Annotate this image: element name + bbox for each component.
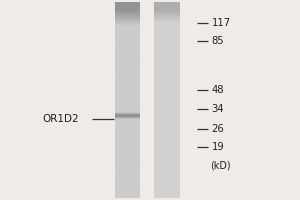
Text: 48: 48 bbox=[212, 85, 224, 95]
Text: 117: 117 bbox=[212, 18, 231, 28]
Text: (kD): (kD) bbox=[210, 160, 231, 170]
Bar bbox=[140, 2, 154, 198]
Text: OR1D2: OR1D2 bbox=[42, 114, 79, 124]
Text: 26: 26 bbox=[212, 124, 224, 134]
Text: 19: 19 bbox=[212, 142, 224, 152]
Text: 85: 85 bbox=[212, 36, 224, 46]
Text: 34: 34 bbox=[212, 104, 224, 114]
